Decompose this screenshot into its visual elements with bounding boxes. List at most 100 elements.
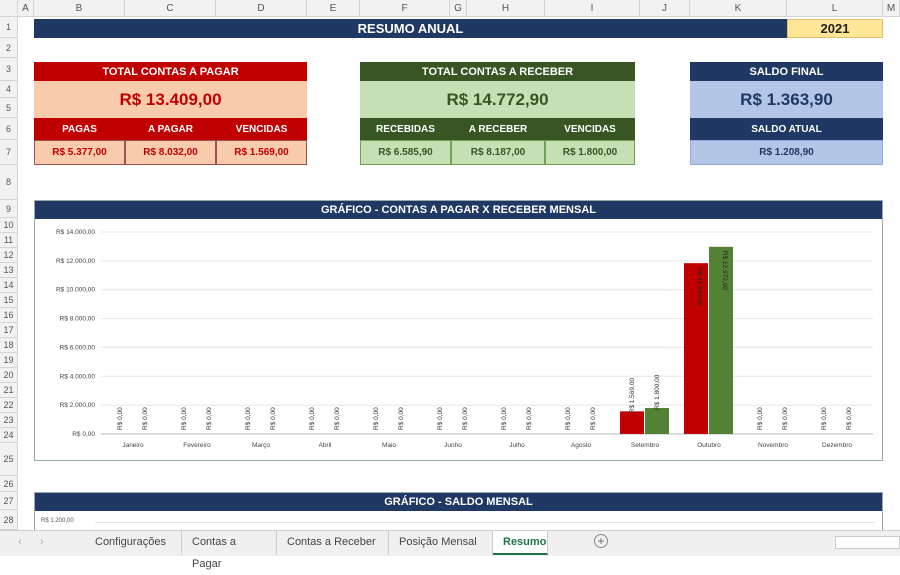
y-tick-label: R$ 0,00 xyxy=(72,431,95,438)
x-tick-label: Junho xyxy=(444,442,462,449)
row-header[interactable]: 8 xyxy=(0,165,18,200)
bar[interactable] xyxy=(709,246,733,434)
pagar-value: R$ 5.377,00 xyxy=(34,140,125,165)
row-header[interactable]: 24 xyxy=(0,428,18,443)
sheet-tab[interactable]: Resumo xyxy=(493,531,548,555)
data-label: R$ 0,00 xyxy=(757,407,764,430)
row-header[interactable]: 25 xyxy=(0,443,18,476)
row-header[interactable]: 13 xyxy=(0,263,18,278)
data-label: R$ 0,00 xyxy=(245,407,252,430)
row-header[interactable]: 26 xyxy=(0,476,18,492)
x-tick-label: Março xyxy=(252,442,270,449)
column-header[interactable]: I xyxy=(545,0,640,17)
row-header[interactable]: 2 xyxy=(0,38,18,58)
row-header[interactable]: 4 xyxy=(0,81,18,98)
receber-value: R$ 1.800,00 xyxy=(545,140,635,165)
x-tick-label: Maio xyxy=(382,442,396,449)
y-tick-label: R$ 4.000,00 xyxy=(60,373,96,380)
row-header[interactable]: 10 xyxy=(0,218,18,233)
data-label: R$ 11.840,00 xyxy=(696,267,703,306)
data-label: R$ 0,00 xyxy=(782,407,789,430)
y-tick-label: R$ 12.000,00 xyxy=(56,258,95,265)
row-header[interactable]: 1 xyxy=(0,17,18,38)
data-label: R$ 0,00 xyxy=(501,407,508,430)
row-header[interactable]: 20 xyxy=(0,368,18,383)
row-header[interactable]: 22 xyxy=(0,398,18,413)
data-label: R$ 0,00 xyxy=(309,407,316,430)
receber-title: TOTAL CONTAS A RECEBER xyxy=(360,62,635,81)
data-label: R$ 0,00 xyxy=(821,407,828,430)
saldo-atual-value: R$ 1.208,90 xyxy=(690,140,883,165)
row-header[interactable]: 5 xyxy=(0,98,18,118)
summary-title: RESUMO ANUAL xyxy=(34,19,787,38)
column-header[interactable]: E xyxy=(307,0,360,17)
row-header[interactable]: 21 xyxy=(0,383,18,398)
column-header[interactable]: M xyxy=(883,0,900,17)
pagar-value: R$ 8.032,00 xyxy=(125,140,216,165)
row-header[interactable]: 6 xyxy=(0,118,18,140)
sheet-tab[interactable]: Contas a Receber xyxy=(277,531,389,555)
data-label: R$ 1.800,00 xyxy=(654,374,661,410)
row-header[interactable]: 11 xyxy=(0,233,18,248)
data-label: R$ 1.569,00 xyxy=(629,378,636,414)
bar[interactable] xyxy=(620,411,644,434)
column-header[interactable]: D xyxy=(216,0,307,17)
data-label: R$ 0,00 xyxy=(398,407,405,430)
chart-pagar-receber[interactable]: GRÁFICO - CONTAS A PAGAR X RECEBER MENSA… xyxy=(34,200,883,461)
column-header[interactable]: J xyxy=(640,0,690,17)
receber-label: A RECEBER xyxy=(451,118,545,140)
data-label: R$ 0,00 xyxy=(565,407,572,430)
pagar-title: TOTAL CONTAS A PAGAR xyxy=(34,62,307,81)
pagar-label: VENCIDAS xyxy=(216,118,307,140)
column-header[interactable]: G xyxy=(450,0,467,17)
column-header[interactable]: C xyxy=(125,0,216,17)
y-tick-label: R$ 10.000,00 xyxy=(56,287,95,294)
data-label: R$ 12.972,90 xyxy=(721,251,728,290)
row-header[interactable]: 15 xyxy=(0,293,18,308)
bar[interactable] xyxy=(645,408,669,434)
sheet-tab[interactable]: Contas a Pagar xyxy=(182,531,277,570)
row-header[interactable]: 27 xyxy=(0,492,18,510)
prev-sheet-icon[interactable]: ‹ xyxy=(18,536,22,548)
row-header[interactable]: 16 xyxy=(0,308,18,323)
row-header[interactable]: 19 xyxy=(0,353,18,368)
data-label: R$ 0,00 xyxy=(526,407,533,430)
sheet-tab[interactable]: Configurações xyxy=(85,531,182,555)
data-label: R$ 0,00 xyxy=(462,407,469,430)
add-sheet-icon[interactable]: + xyxy=(594,534,608,548)
select-all-corner[interactable] xyxy=(0,0,18,17)
column-header[interactable]: B xyxy=(34,0,125,17)
column-header[interactable]: L xyxy=(787,0,883,17)
row-header[interactable]: 7 xyxy=(0,140,18,165)
pagar-label: A PAGAR xyxy=(125,118,216,140)
saldo-total: R$ 1.363,90 xyxy=(690,81,883,118)
row-header[interactable]: 9 xyxy=(0,200,18,218)
sheet-tab[interactable]: Posição Mensal xyxy=(389,531,493,555)
row-header[interactable]: 14 xyxy=(0,278,18,293)
row-header[interactable]: 3 xyxy=(0,58,18,81)
x-tick-label: Novembro xyxy=(758,442,788,449)
row-header[interactable]: 23 xyxy=(0,413,18,428)
receber-value: R$ 8.187,00 xyxy=(451,140,545,165)
data-label: R$ 0,00 xyxy=(142,407,149,430)
row-header[interactable]: 17 xyxy=(0,323,18,338)
data-label: R$ 0,00 xyxy=(206,407,213,430)
next-sheet-icon[interactable]: › xyxy=(40,536,44,548)
column-header[interactable]: F xyxy=(360,0,450,17)
chart2-first-tick: R$ 1.200,00 xyxy=(41,518,74,524)
chart-saldo-mensal[interactable]: GRÁFICO - SALDO MENSAL R$ 1.200,00 xyxy=(34,492,883,532)
row-header[interactable]: 18 xyxy=(0,338,18,353)
data-label: R$ 0,00 xyxy=(270,407,277,430)
data-label: R$ 0,00 xyxy=(437,407,444,430)
pagar-label: PAGAS xyxy=(34,118,125,140)
year-cell[interactable]: 2021 xyxy=(787,19,883,38)
column-header[interactable]: H xyxy=(467,0,545,17)
row-header[interactable]: 12 xyxy=(0,248,18,263)
row-header[interactable]: 28 xyxy=(0,510,18,530)
column-header[interactable]: K xyxy=(690,0,787,17)
column-header[interactable]: A xyxy=(18,0,34,17)
receber-total: R$ 14.772,90 xyxy=(360,81,635,118)
bar[interactable] xyxy=(684,263,708,434)
horizontal-scrollbar[interactable] xyxy=(835,536,900,549)
chart-title: GRÁFICO - CONTAS A PAGAR X RECEBER MENSA… xyxy=(35,201,882,219)
